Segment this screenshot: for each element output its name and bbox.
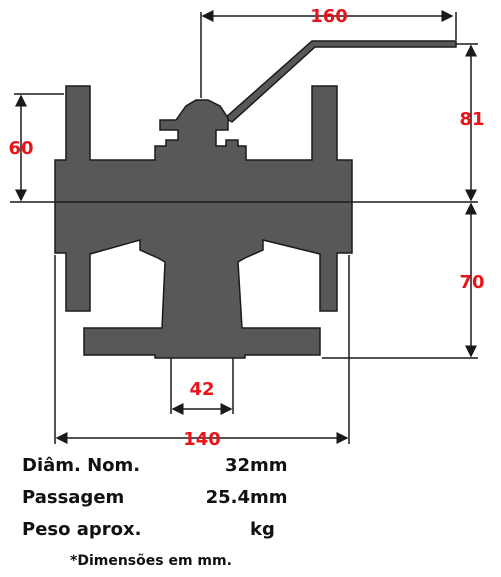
spec-unit: mm [250,455,288,476]
spec-row-weight: Peso aprox. kg [22,519,322,551]
spec-label: Diâm. Nom. [22,455,141,476]
dim-label-140: 140 [183,429,221,450]
spec-label: Peso aprox. [22,519,142,540]
spec-unit: mm [250,487,288,508]
valve-drawing: 160 81 60 70 42 140 [8,6,484,450]
valve-handle [223,40,457,123]
spec-label: Passagem [22,487,125,508]
dimensions-note: *Dimensões em mm. [70,553,232,569]
dim-label-70: 70 [459,272,484,293]
valve-body [54,85,353,359]
spec-row-passage: Passagem 25.4 mm [22,487,322,519]
dim-label-160: 160 [310,6,348,27]
spec-row-nominal-diameter: Diâm. Nom. 32 mm [22,455,322,487]
dim-label-60: 60 [8,138,33,159]
spec-value: 25.4 [205,487,250,508]
spec-table: Diâm. Nom. 32 mm Passagem 25.4 mm Peso a… [22,455,322,551]
spec-unit: kg [250,519,275,540]
dim-label-42: 42 [189,379,214,400]
dim-label-81: 81 [459,109,484,130]
spec-value: 32 [224,455,250,476]
